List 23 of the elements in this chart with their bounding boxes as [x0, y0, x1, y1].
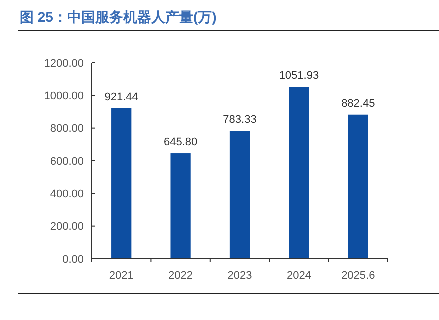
- data-label: 921.44: [104, 92, 138, 104]
- bar: [348, 114, 368, 259]
- x-tick-label: 2025.6: [342, 270, 376, 282]
- x-tick-label: 2021: [109, 270, 134, 282]
- y-tick-label: 800.00: [50, 123, 84, 136]
- y-tick-label: 0.00: [62, 254, 84, 266]
- x-tick-label: 2022: [168, 270, 194, 282]
- y-tick-label: 1200.00: [44, 58, 84, 70]
- x-tick-label: 2023: [228, 270, 252, 282]
- data-label: 783.33: [223, 114, 257, 126]
- bar: [230, 131, 250, 259]
- bar: [112, 108, 132, 259]
- data-label: 645.80: [164, 136, 198, 149]
- y-tick-label: 400.00: [50, 188, 84, 201]
- y-tick-label: 1000.00: [44, 90, 84, 103]
- data-label: 1051.93: [279, 70, 320, 82]
- y-tick-label: 600.00: [50, 156, 84, 168]
- x-tick-label: 2024: [286, 270, 312, 282]
- chart-title: 图 25：中国服务机器人产量(万): [20, 9, 217, 25]
- y-tick-label: 200.00: [50, 221, 84, 234]
- bar: [289, 87, 310, 259]
- data-label: 882.45: [342, 98, 376, 110]
- bar: [170, 154, 191, 259]
